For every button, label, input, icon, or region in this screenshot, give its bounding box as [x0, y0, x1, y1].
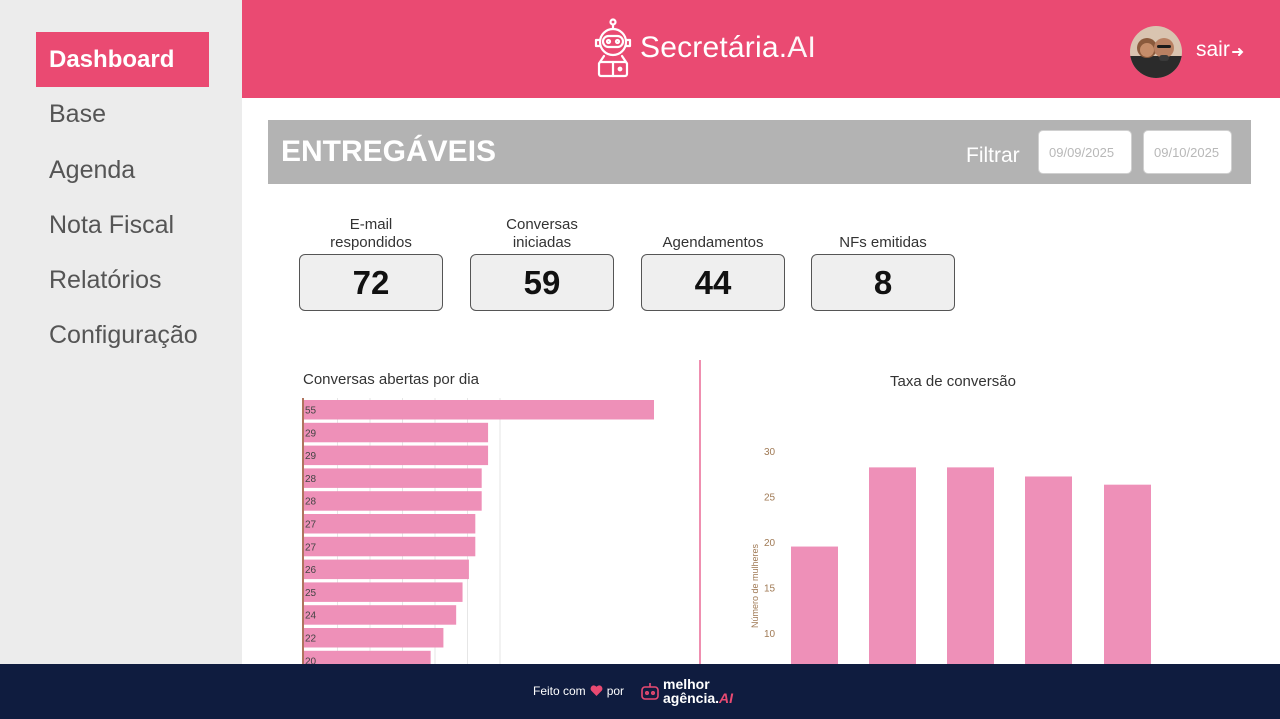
- logout-button[interactable]: sair: [1196, 38, 1245, 62]
- stat-label: Agendamentos: [662, 234, 764, 251]
- bar: [303, 468, 482, 488]
- y-tick-label: 15: [764, 584, 776, 595]
- bar: [303, 628, 444, 648]
- stat-label: Conversas iniciadas: [506, 216, 578, 251]
- agency-robot-icon: [641, 683, 659, 700]
- stat-invoices: NFs emitidas 8: [811, 212, 955, 311]
- bar: [1104, 484, 1151, 664]
- bar: [303, 445, 489, 466]
- stat-emails: E-mail respondidos 72: [299, 212, 443, 311]
- sidebar-item-dashboard[interactable]: Dashboard: [36, 32, 209, 87]
- brand-logo[interactable]: Secretária.AI: [592, 17, 816, 79]
- conversations-per-day-chart: 55 29 29 28 28 27 27 26 25 24 22 20: [302, 398, 654, 664]
- bar: [303, 650, 431, 664]
- bar-label: 27: [305, 520, 317, 531]
- chart-title-conversion: Taxa de conversão: [890, 373, 1016, 390]
- robot-icon: [594, 18, 632, 78]
- bar-label: 22: [305, 634, 317, 645]
- bar: [303, 582, 463, 602]
- bar-label: 28: [305, 474, 317, 485]
- bar-label: 55: [305, 406, 317, 417]
- sidebar: Dashboard Base Agenda Nota Fiscal Relató…: [0, 0, 242, 664]
- bar-label: 27: [305, 542, 317, 553]
- brand-name: Secretária.AI: [640, 31, 817, 64]
- date-to-input[interactable]: [1143, 130, 1232, 174]
- stat-value: 59: [470, 254, 614, 311]
- bar: [1025, 476, 1072, 664]
- stat-appointments: Agendamentos 44: [641, 212, 785, 311]
- sidebar-item-relatorios[interactable]: Relatórios: [49, 266, 162, 294]
- footer-brand-line2: agência.: [663, 690, 720, 706]
- y-tick-label: 30: [764, 447, 776, 458]
- footer-made-with: Feito com: [533, 684, 586, 698]
- bar: [303, 514, 476, 534]
- footer-by: por: [606, 684, 625, 698]
- stat-conversations: Conversas iniciadas 59: [470, 212, 614, 311]
- heart-icon: [590, 685, 603, 696]
- stat-value: 72: [299, 254, 443, 311]
- bar: [303, 400, 654, 420]
- bar-label: 29: [305, 451, 317, 462]
- y-tick-label: 20: [764, 538, 776, 549]
- bar: [947, 467, 994, 664]
- chart-title-conversations: Conversas abertas por dia: [303, 371, 479, 388]
- filter-label: Filtrar: [966, 144, 1020, 167]
- bar: [303, 605, 457, 625]
- bar: [869, 467, 916, 664]
- arrow-right-icon: [1231, 48, 1244, 56]
- sidebar-item-configuracao[interactable]: Configuração: [49, 321, 198, 349]
- date-from-input[interactable]: [1038, 130, 1132, 174]
- top-header: Secretária.AI sair: [242, 0, 1280, 98]
- avatar[interactable]: [1130, 26, 1182, 78]
- section-header: ENTREGÁVEIS Filtrar: [268, 120, 1251, 184]
- footer-credit: Feito com por: [533, 684, 624, 698]
- footer-brand-ai: AI: [719, 690, 734, 706]
- bar-label: 24: [305, 611, 317, 622]
- stat-label: E-mail respondidos: [330, 216, 412, 251]
- section-title: ENTREGÁVEIS: [281, 135, 497, 168]
- sidebar-item-nota-fiscal[interactable]: Nota Fiscal: [49, 211, 175, 239]
- logout-label: sair: [1196, 38, 1230, 61]
- bar-label: 25: [305, 588, 317, 599]
- bar: [303, 536, 476, 557]
- footer-brand-line1: melhor: [663, 676, 710, 692]
- footer-agency-logo[interactable]: melhor agência.AI: [663, 677, 733, 705]
- bar-label: 20: [305, 656, 317, 664]
- bar-label: 29: [305, 428, 317, 439]
- stat-value: 8: [811, 254, 955, 311]
- user-photo: [1130, 26, 1182, 78]
- bar-label: 26: [305, 565, 317, 576]
- conversion-rate-chart: 51015202530Número de mulheres: [750, 447, 1151, 664]
- footer: Feito com por melhor agência.AI: [0, 664, 1280, 719]
- y-tick-label: 10: [764, 629, 776, 640]
- sidebar-item-base[interactable]: Base: [49, 100, 106, 128]
- bar: [303, 559, 469, 580]
- bar: [791, 546, 838, 664]
- bar-label: 28: [305, 497, 317, 508]
- bar: [303, 491, 482, 511]
- chart-divider: [699, 360, 701, 664]
- bar: [303, 422, 489, 443]
- y-axis-label: Número de mulheres: [750, 543, 760, 628]
- stat-label: NFs emitidas: [839, 234, 927, 251]
- stat-value: 44: [641, 254, 785, 311]
- y-tick-label: 25: [764, 493, 776, 504]
- sidebar-item-agenda[interactable]: Agenda: [49, 156, 136, 184]
